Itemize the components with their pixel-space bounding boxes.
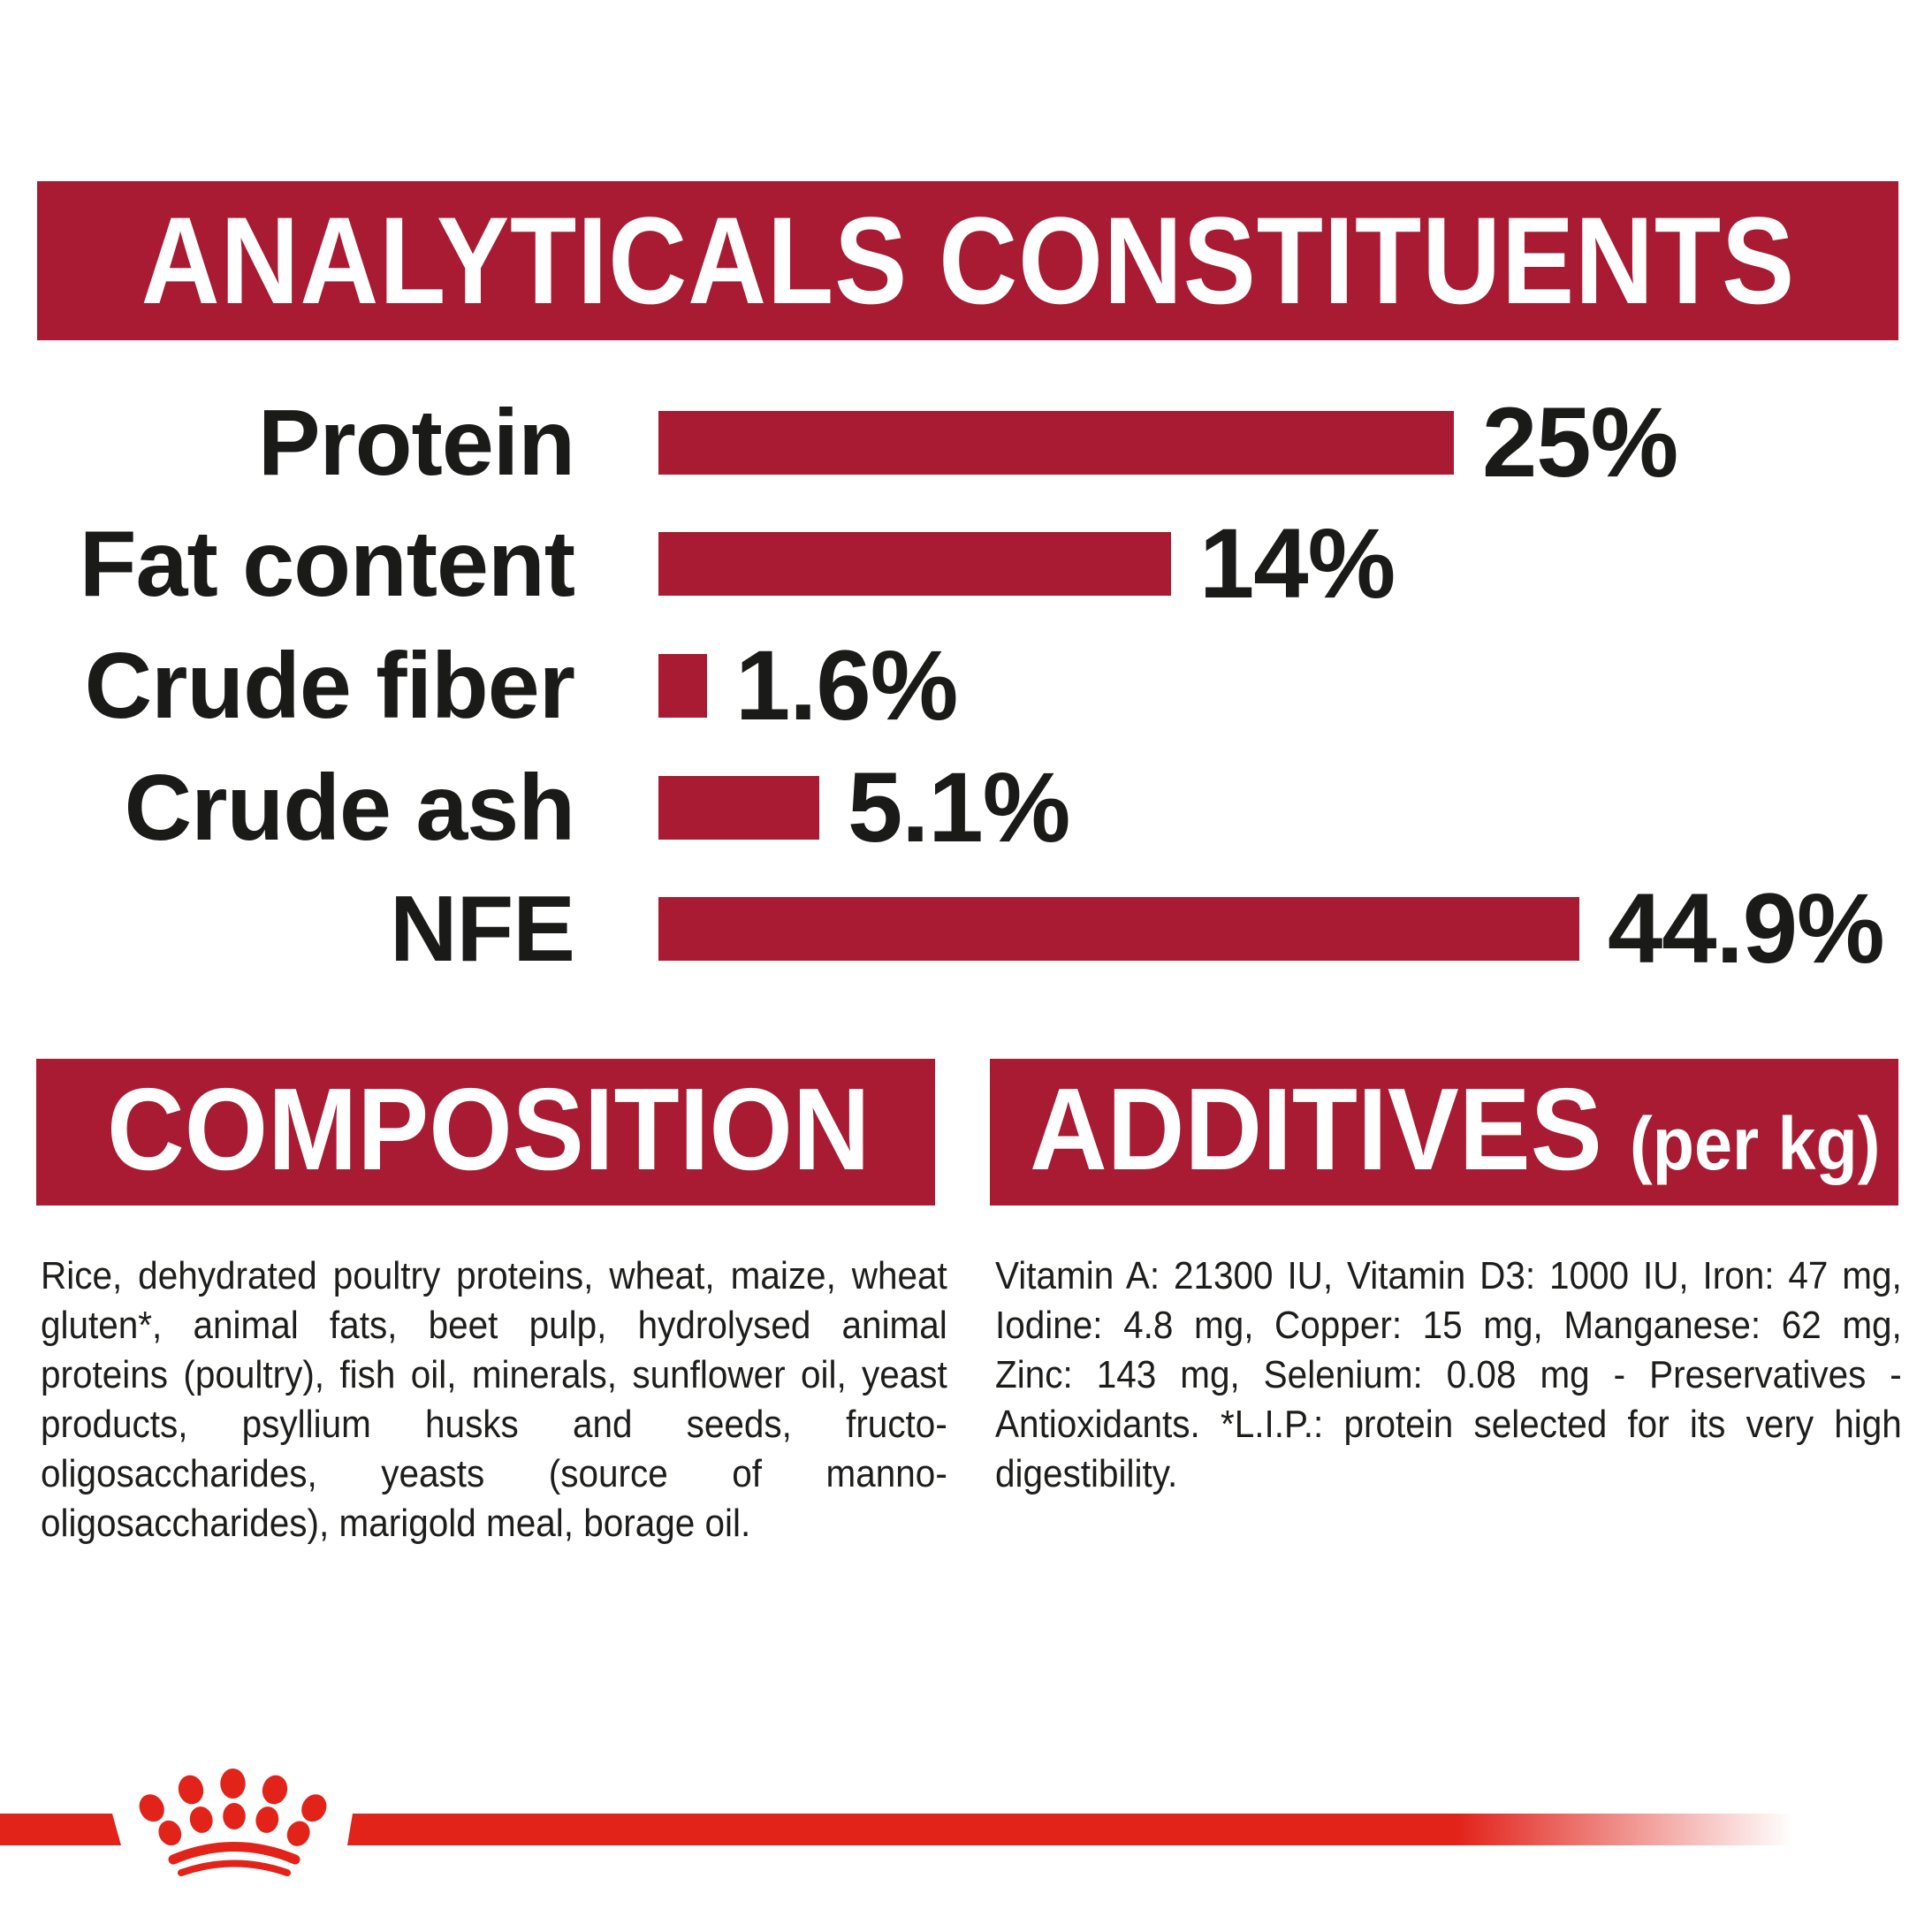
- chart-bar: [658, 654, 707, 718]
- chart-row-value: 5.1%: [848, 752, 1070, 863]
- analyticals-title: ANALYTICALS CONSTITUENTS: [141, 191, 1795, 330]
- chart-row-label: Protein: [257, 391, 575, 495]
- footer-stripe-left: [0, 1814, 121, 1845]
- chart-row-label: Fat content: [79, 512, 575, 616]
- composition-body-text: Rice, dehydrated poultry proteins, wheat…: [41, 1254, 947, 1545]
- royal-canin-crown-logo: [139, 1768, 327, 1876]
- additives-title-text: ADDITIVES: [1030, 1063, 1602, 1194]
- chart-row-value: 1.6%: [735, 630, 958, 741]
- crown-dots: [139, 1768, 327, 1846]
- chart-row-label: Crude ash: [124, 756, 575, 860]
- chart-row-label: NFE: [390, 877, 575, 981]
- crown-base-arcs: [168, 1842, 300, 1876]
- chart-row-value: 25%: [1482, 387, 1678, 498]
- chart-bar: [658, 532, 1171, 596]
- additives-title: ADDITIVES (per kg): [1030, 1062, 1880, 1196]
- chart-row-label: Crude fiber: [84, 634, 575, 738]
- composition-banner: COMPOSITION: [36, 1059, 935, 1206]
- additives-banner: ADDITIVES (per kg): [990, 1059, 1898, 1206]
- chart-row-value: 14%: [1199, 508, 1396, 619]
- chart-row-value: 44.9%: [1608, 873, 1885, 984]
- composition-title: COMPOSITION: [107, 1063, 871, 1194]
- chart-bar: [658, 411, 1454, 475]
- additives-body-text: Vitamin A: 21300 IU, Vitamin D3: 1000 IU…: [995, 1254, 1902, 1495]
- analyticals-banner: ANALYTICALS CONSTITUENTS: [37, 181, 1898, 340]
- chart-bar: [658, 897, 1579, 961]
- additives-unit-note: (per kg): [1630, 1101, 1881, 1185]
- footer-stripe-right: [347, 1814, 1807, 1845]
- chart-bar: [658, 776, 819, 840]
